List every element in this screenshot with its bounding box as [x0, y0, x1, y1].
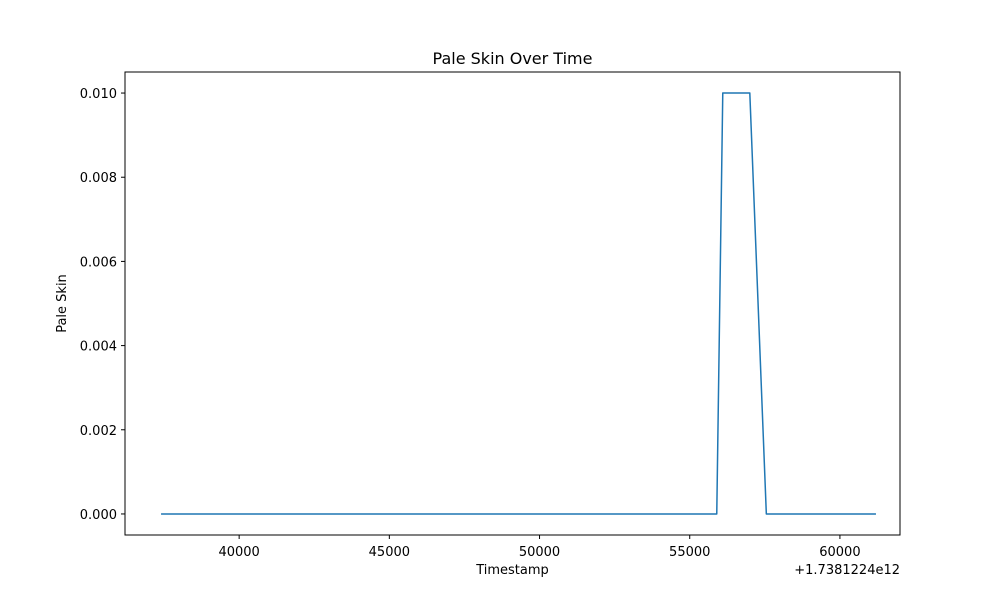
x-tick-label: 50000 — [519, 545, 560, 560]
y-tick-label: 0.002 — [80, 424, 117, 439]
x-axis-offset-label: +1.7381224e12 — [794, 563, 900, 578]
y-tick-label: 0.004 — [80, 340, 117, 355]
y-tick-label: 0.010 — [80, 87, 117, 102]
x-axis: 40000 45000 50000 55000 60000 — [218, 535, 861, 560]
series-line — [161, 92, 876, 515]
y-tick-label: 0.006 — [80, 255, 117, 270]
x-tick-label: 55000 — [669, 545, 710, 560]
plot-area — [161, 92, 876, 515]
y-tick-label: 0.008 — [80, 171, 117, 186]
plot-frame — [124, 71, 901, 536]
y-tick-label: 0.000 — [80, 508, 117, 523]
x-tick-label: 60000 — [819, 545, 860, 560]
x-axis-label: Timestamp — [475, 563, 549, 578]
x-tick-label: 45000 — [369, 545, 410, 560]
x-tick-label: 40000 — [218, 545, 259, 560]
y-axis: 0.000 0.002 0.004 0.006 0.008 0.010 — [80, 87, 125, 523]
chart-title: Pale Skin Over Time — [433, 49, 593, 68]
y-axis-label: Pale Skin — [55, 274, 70, 333]
